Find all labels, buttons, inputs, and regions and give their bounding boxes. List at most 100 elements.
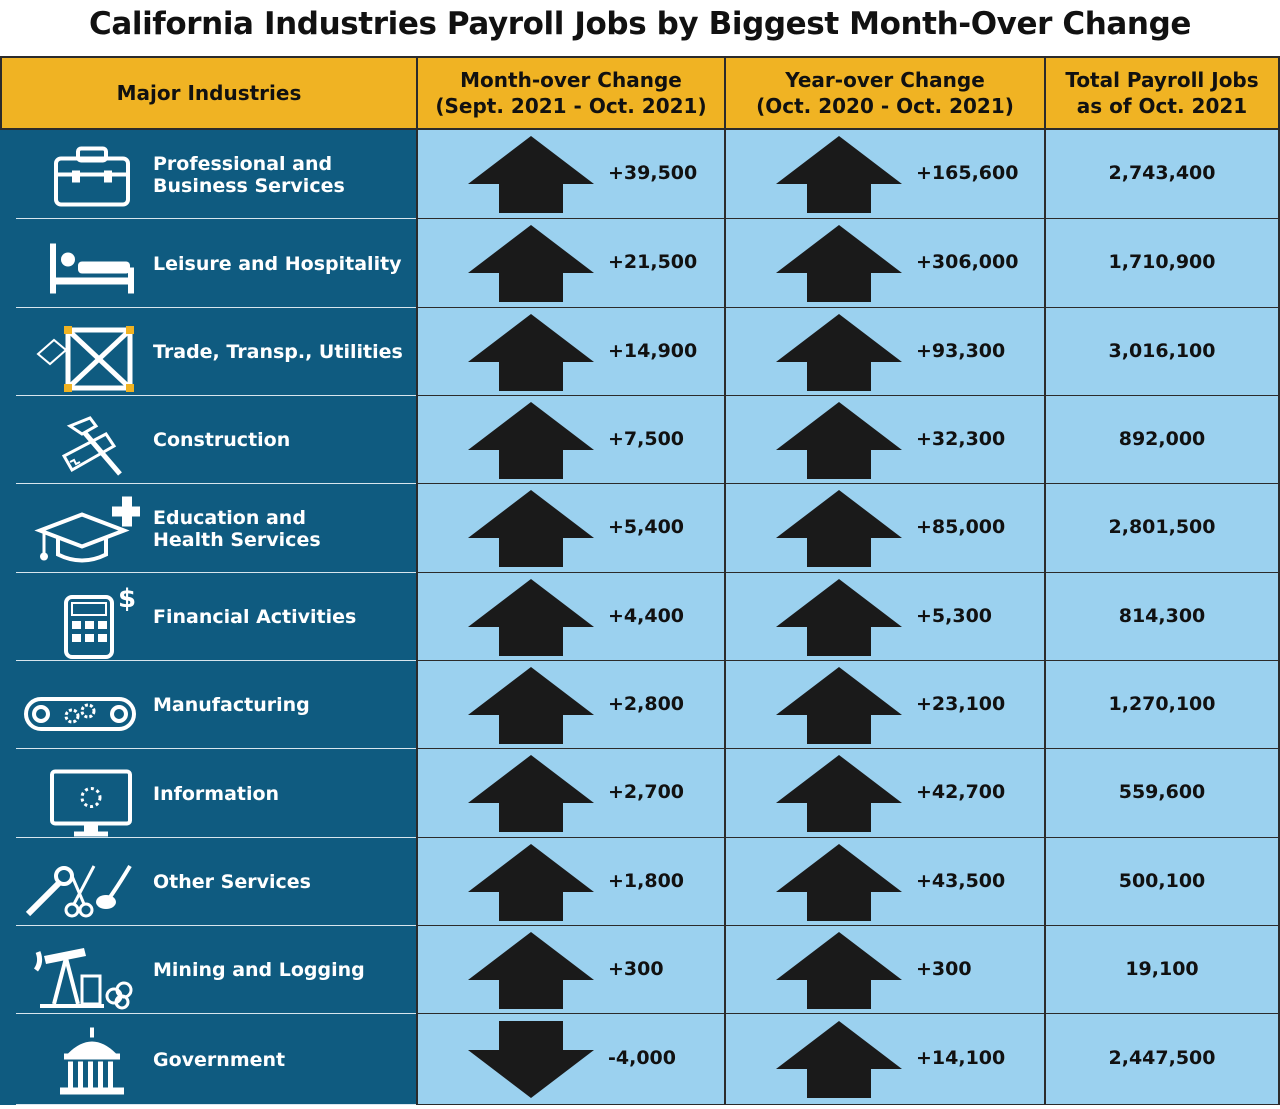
arrow-up-icon — [468, 314, 594, 391]
industry-label: Construction — [153, 429, 291, 451]
total-jobs-value: 892,000 — [1118, 428, 1206, 450]
month-change-value: +21,500 — [608, 251, 698, 273]
total-jobs-value: 1,270,100 — [1108, 693, 1216, 715]
month-arrow-wrap — [468, 579, 594, 660]
table-row: Manufacturing +2,800 +23,100 1,270,100 — [0, 661, 1280, 749]
arrow-down-icon — [468, 1021, 594, 1098]
industry-label: Government — [153, 1048, 286, 1071]
month-arrow-wrap — [468, 1021, 594, 1102]
year-change-cell: +23,100 — [724, 661, 1044, 749]
year-change-value: +306,000 — [916, 251, 1019, 273]
total-jobs-cell: 892,000 — [1044, 396, 1278, 484]
header-total-jobs: Total Payroll Jobs as of Oct. 2021 — [1044, 56, 1280, 130]
industry-label: Information — [153, 782, 280, 805]
year-arrow-wrap — [776, 755, 902, 836]
industry-cell: Information — [0, 749, 416, 838]
month-arrow-wrap — [468, 490, 594, 571]
arrow-up-icon — [468, 579, 594, 656]
industry-icon-wrap — [20, 219, 140, 308]
year-change-value: +300 — [916, 958, 972, 980]
month-arrow-wrap — [468, 225, 594, 306]
year-change-value: +93,300 — [916, 340, 1006, 362]
header-year-label: Year-over Change (Oct. 2020 - Oct. 2021) — [756, 68, 1014, 118]
industry-icon-wrap: $ — [20, 573, 140, 661]
year-arrow-wrap — [776, 314, 902, 395]
arrow-up-icon — [468, 225, 594, 302]
capitol-icon — [60, 1027, 124, 1095]
toolbox-icon — [54, 146, 130, 207]
tools-icon — [61, 416, 122, 476]
month-change-cell: +21,500 — [416, 219, 724, 308]
industry-cell: Professional and Business Services — [0, 130, 416, 219]
industry-icon-wrap — [20, 1014, 140, 1105]
year-change-value: +23,100 — [916, 693, 1006, 715]
month-change-cell: -4,000 — [416, 1014, 724, 1105]
industry-label: Education and Health Services — [153, 506, 321, 551]
year-arrow-wrap — [776, 579, 902, 660]
month-change-value: +2,700 — [608, 781, 685, 803]
arrow-up-icon — [776, 755, 902, 832]
year-change-cell: +300 — [724, 926, 1044, 1014]
table-row: Professional and Business Services +39,50… — [0, 130, 1280, 219]
table-header: Major Industries Month-over Change (Sept… — [0, 56, 1280, 130]
month-change-cell: +5,400 — [416, 484, 724, 573]
total-jobs-cell: 1,270,100 — [1044, 661, 1278, 749]
year-arrow-wrap — [776, 667, 902, 748]
year-change-cell: +306,000 — [724, 219, 1044, 308]
arrow-up-icon — [468, 844, 594, 921]
industry-icon-wrap — [20, 926, 140, 1014]
arrow-up-icon — [468, 490, 594, 567]
industry-icon-wrap — [20, 484, 142, 573]
table-row: Education and Health Services +5,400 +85,0… — [0, 484, 1280, 573]
month-change-cell: +300 — [416, 926, 724, 1014]
industry-label: Professional and Business Services — [153, 152, 345, 197]
total-jobs-value: 814,300 — [1118, 605, 1206, 627]
industry-label: Leisure and Hospitality — [153, 252, 402, 275]
arrow-up-icon — [776, 932, 902, 1009]
row-divider — [16, 837, 416, 838]
year-change-value: +42,700 — [916, 781, 1006, 803]
header-year-change: Year-over Change (Oct. 2020 - Oct. 2021) — [724, 56, 1046, 130]
crate-icon — [36, 326, 134, 392]
arrow-up-icon — [776, 225, 902, 302]
conveyor-icon — [24, 697, 136, 731]
arrow-up-icon — [776, 1021, 902, 1098]
header-industry-label: Major Industries — [116, 81, 302, 105]
arrow-up-icon — [468, 755, 594, 832]
month-arrow-wrap — [468, 136, 594, 217]
total-jobs-value: 2,743,400 — [1108, 162, 1216, 184]
svg-text:$: $ — [118, 584, 136, 614]
month-change-value: +5,400 — [608, 516, 685, 538]
industry-label: Financial Activities — [153, 606, 357, 628]
row-divider — [16, 218, 416, 219]
total-jobs-value: 500,100 — [1118, 870, 1206, 892]
year-arrow-wrap — [776, 844, 902, 925]
arrow-up-icon — [468, 136, 594, 213]
arrow-up-icon — [468, 932, 594, 1009]
month-change-cell: +4,400 — [416, 573, 724, 661]
month-arrow-wrap — [468, 932, 594, 1013]
arrow-up-icon — [776, 490, 902, 567]
monitor-icon — [50, 769, 132, 837]
row-divider — [16, 572, 416, 573]
payroll-table: Major Industries Month-over Change (Sept… — [0, 56, 1280, 1105]
total-jobs-cell: 2,743,400 — [1044, 130, 1278, 219]
industry-icon-wrap — [20, 130, 140, 219]
total-jobs-value: 2,801,500 — [1108, 516, 1216, 538]
total-jobs-cell: 559,600 — [1044, 749, 1278, 838]
month-change-value: +7,500 — [608, 428, 685, 450]
arrow-up-icon — [468, 402, 594, 479]
month-change-cell: +2,800 — [416, 661, 724, 749]
industry-cell: Other Services — [0, 838, 416, 926]
month-change-cell: +14,900 — [416, 308, 724, 396]
industry-cell: Mining and Logging — [0, 926, 416, 1014]
table-row: Trade, Transp., Utilities +14,900 +93,300 3… — [0, 308, 1280, 396]
year-change-value: +43,500 — [916, 870, 1006, 892]
month-change-cell: +2,700 — [416, 749, 724, 838]
year-change-value: +32,300 — [916, 428, 1006, 450]
year-change-value: +14,100 — [916, 1047, 1006, 1069]
month-arrow-wrap — [468, 667, 594, 748]
header-month-label: Month-over Change (Sept. 2021 - Oct. 202… — [435, 68, 707, 118]
industry-cell: Education and Health Services — [0, 484, 416, 573]
row-divider — [16, 1013, 416, 1014]
